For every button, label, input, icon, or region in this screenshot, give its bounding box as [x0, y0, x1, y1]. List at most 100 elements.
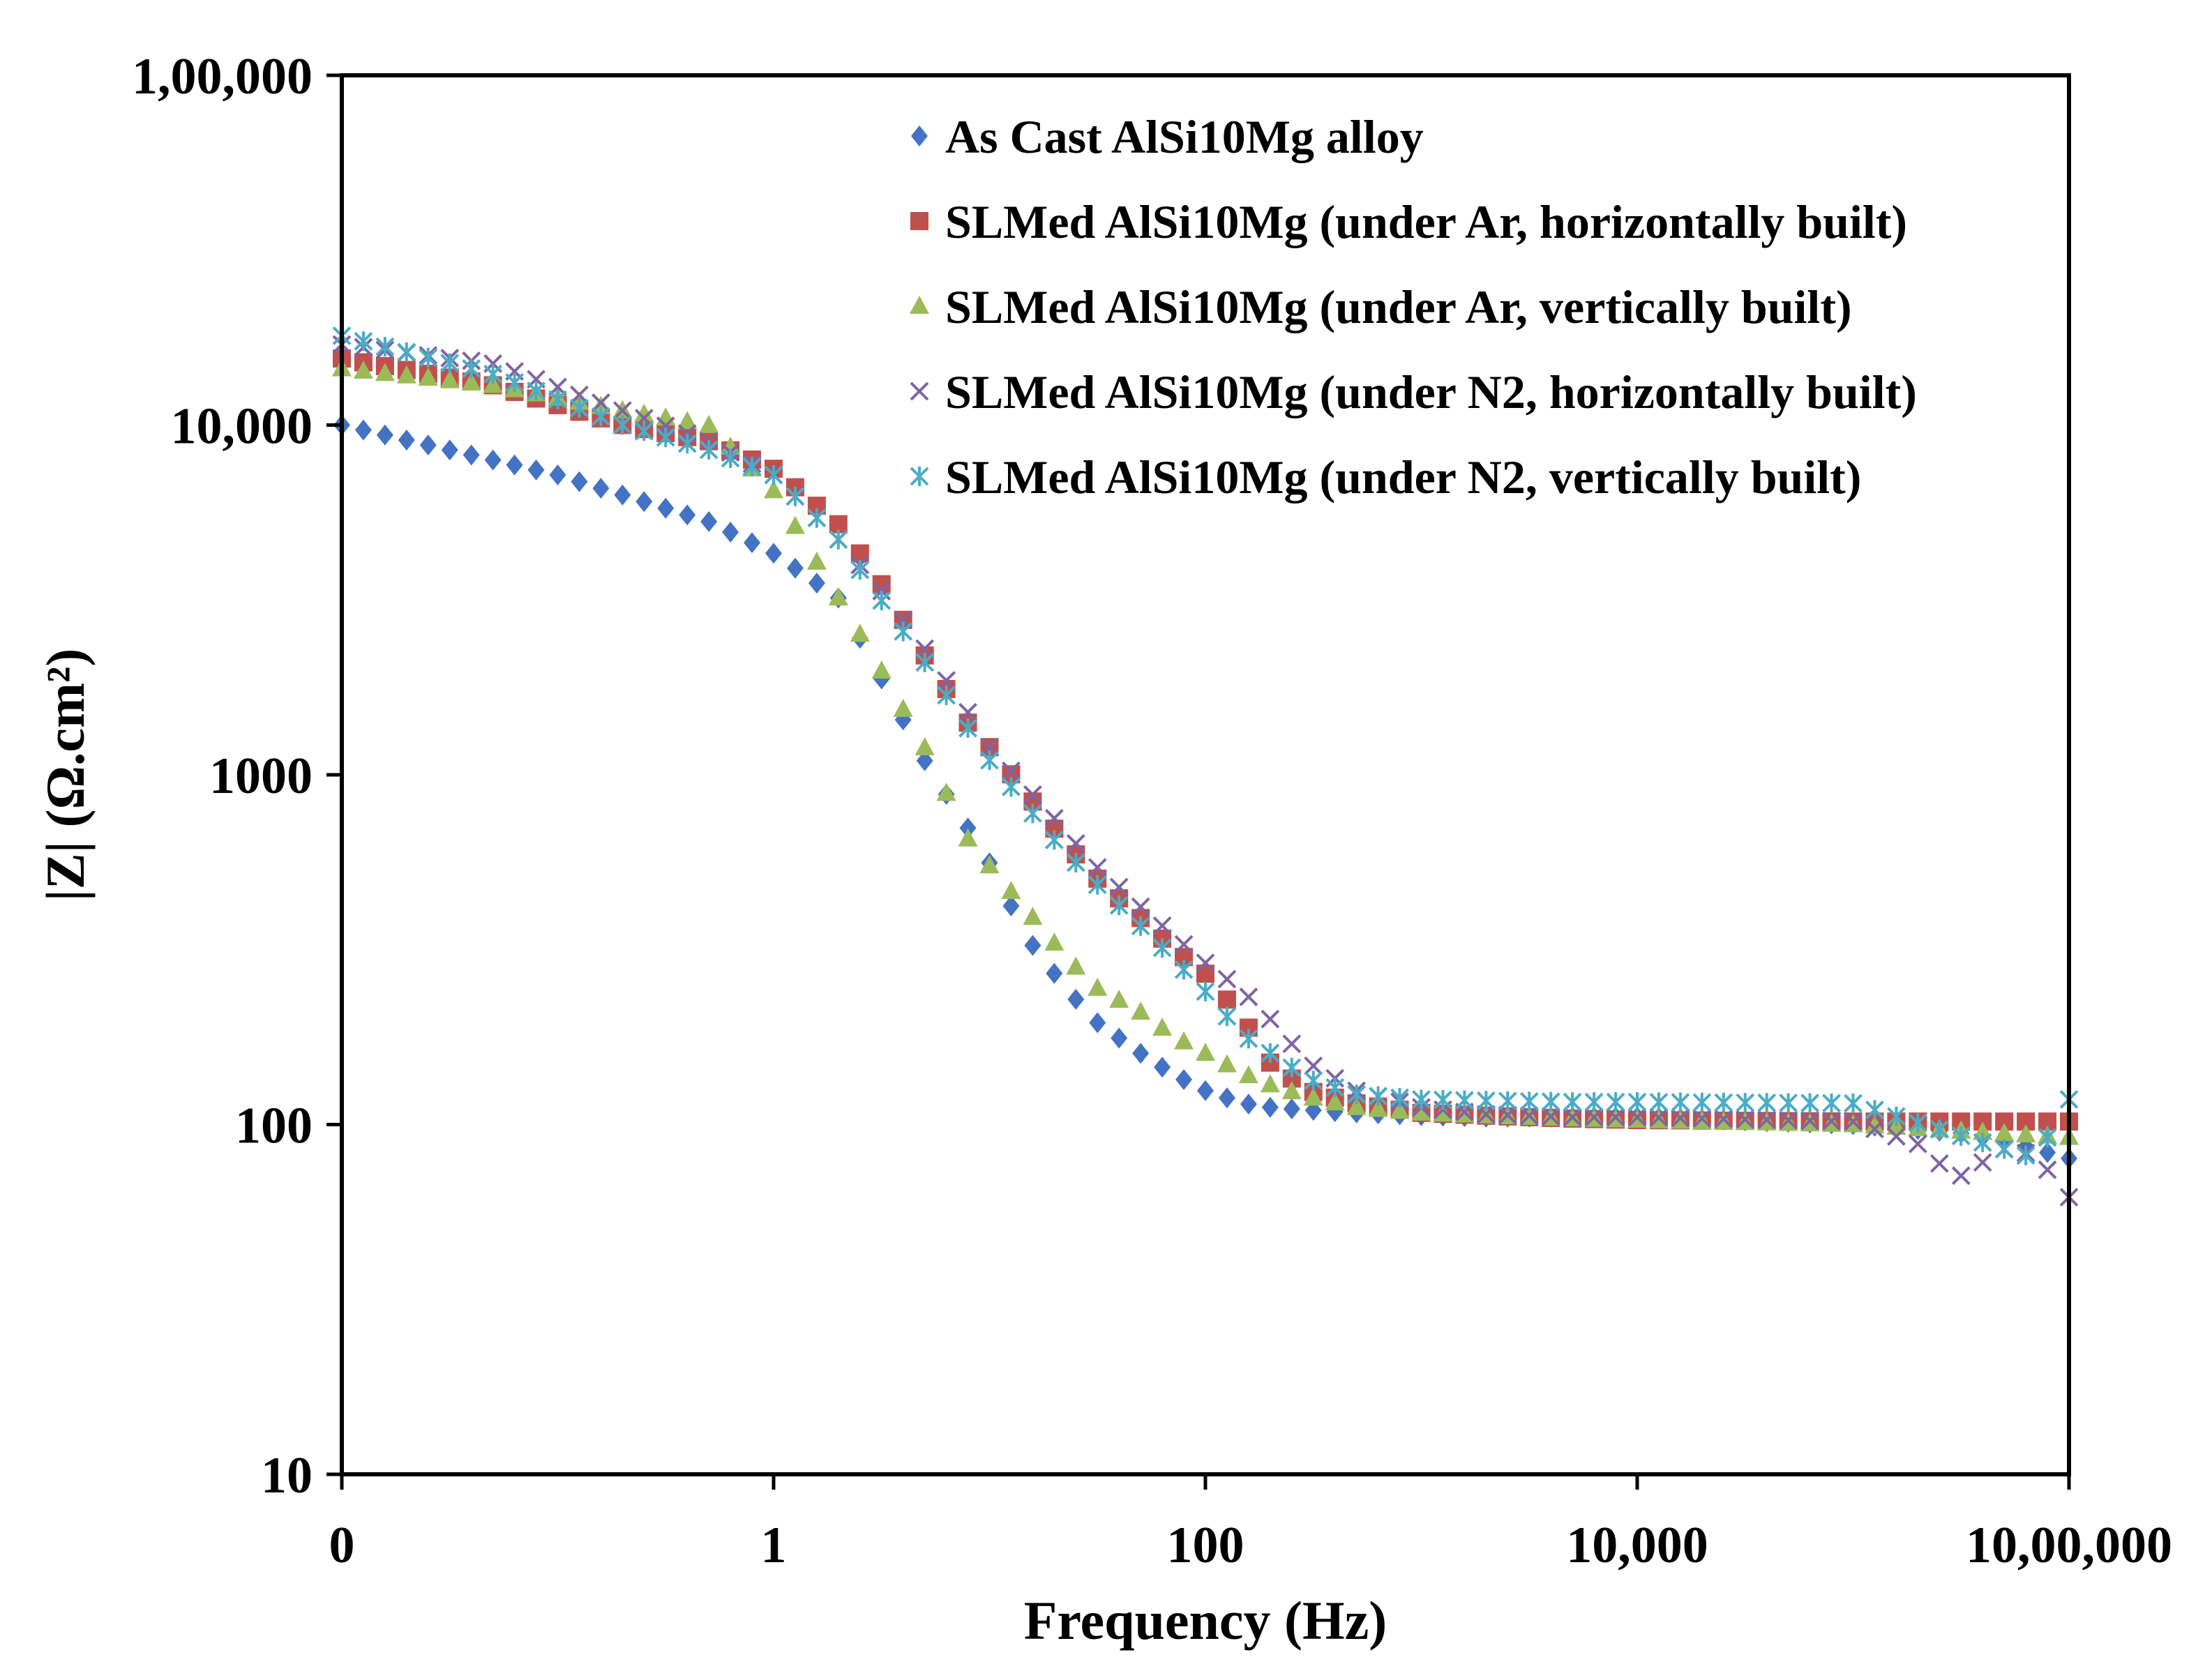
data-point [936, 782, 956, 801]
legend-label: SLMed AlSi10Mg (under Ar, horizontally b… [945, 195, 1907, 248]
legend-label: SLMed AlSi10Mg (under N2, vertically bui… [945, 451, 1861, 504]
legend-item: As Cast AlSi10Mg alloy [911, 110, 1424, 163]
data-point [1196, 953, 1215, 973]
data-point [527, 381, 546, 401]
data-point [1196, 981, 1215, 1001]
data-point [1865, 1119, 1884, 1139]
data-point [785, 486, 805, 506]
data-point [1606, 1107, 1625, 1127]
data-point [1951, 1166, 1971, 1186]
data-point [1002, 777, 1021, 797]
data-point [440, 353, 460, 373]
data-point [1023, 785, 1042, 804]
data-point [1066, 834, 1085, 853]
data-point [937, 671, 956, 690]
data-point [850, 623, 870, 642]
legend-item: SLMed AlSi10Mg (under N2, vertically bui… [910, 451, 1861, 504]
data-point [461, 372, 481, 391]
data-point [375, 363, 395, 381]
data-point [786, 557, 804, 579]
data-point [1152, 916, 1172, 935]
data-point [1001, 881, 1021, 900]
data-point [1434, 1090, 1452, 1110]
data-point [1994, 1123, 2015, 1142]
data-point [1217, 990, 1236, 1009]
data-point [1390, 1100, 1410, 1119]
data-point [1023, 803, 1042, 824]
data-point [916, 750, 933, 771]
data-point [1369, 1086, 1388, 1106]
data-point [677, 411, 698, 430]
data-point [2016, 1145, 2036, 1165]
data-point [1283, 1098, 1300, 1120]
data-point [1046, 962, 1063, 984]
data-point [1066, 852, 1085, 872]
legend-label: As Cast AlSi10Mg alloy [945, 110, 1424, 163]
x-tick-label: 0 [329, 1517, 355, 1574]
data-point [591, 407, 610, 427]
data-point [1908, 1134, 1927, 1154]
data-point [612, 415, 632, 435]
data-point [1563, 1092, 1582, 1112]
data-point [915, 639, 935, 658]
data-point [1671, 1108, 1690, 1128]
data-point [1325, 1092, 1345, 1111]
data-point [1174, 960, 1194, 980]
legend-marker [910, 296, 929, 314]
legend-item: SLMed AlSi10Mg (under Ar, horizontally b… [910, 195, 1907, 248]
data-point [1239, 988, 1258, 1006]
data-point [1498, 1105, 1517, 1125]
data-point [1844, 1094, 1863, 1114]
data-point [418, 368, 438, 386]
legend-label: SLMed AlSi10Mg (under N2, horizontally b… [945, 365, 1917, 418]
data-point [742, 457, 762, 477]
data-point [1714, 1092, 1733, 1112]
data-point [850, 560, 870, 580]
data-point [1131, 1001, 1151, 1020]
data-point [462, 358, 481, 379]
data-point [1109, 877, 1129, 897]
data-point [1736, 1110, 1755, 1129]
y-tick-label: 100 [235, 1098, 313, 1155]
data-point [1089, 1012, 1106, 1034]
data-point [570, 385, 589, 404]
data-point [721, 448, 740, 469]
data-point [1649, 1108, 1669, 1127]
data-point [1800, 1093, 1820, 1113]
legend-marker [910, 467, 929, 486]
data-point [1304, 1071, 1323, 1091]
data-point [398, 429, 415, 451]
data-point [1822, 1112, 1841, 1130]
data-point [744, 532, 761, 554]
data-point [1994, 1139, 2014, 1159]
data-point [1454, 1090, 1474, 1110]
data-point [439, 370, 460, 388]
data-point [354, 331, 373, 351]
data-point [958, 828, 978, 847]
data-point [722, 522, 739, 543]
data-point [571, 471, 588, 492]
data-point [591, 393, 610, 412]
data-point [1886, 1106, 1906, 1126]
data-point [1088, 858, 1107, 877]
data-point [1519, 1106, 1539, 1126]
data-point [1196, 1043, 1215, 1061]
data-point [893, 698, 913, 717]
data-point [1044, 830, 1064, 850]
data-point [1111, 1027, 1128, 1049]
legend-item: SLMed AlSi10Mg (under Ar, vertically bui… [910, 280, 1852, 333]
data-point [1671, 1092, 1690, 1112]
x-tick-label: 1 [761, 1517, 787, 1574]
data-point [1218, 1087, 1235, 1109]
data-point [657, 497, 675, 519]
data-point [1132, 1043, 1150, 1064]
data-point [1498, 1091, 1517, 1111]
data-point [1261, 1009, 1280, 1029]
data-point [1929, 1154, 1949, 1173]
data-point [1886, 1127, 1906, 1146]
data-point [1347, 1084, 1367, 1105]
data-point [1131, 916, 1150, 936]
data-point [1757, 1110, 1777, 1130]
data-point [592, 478, 610, 499]
